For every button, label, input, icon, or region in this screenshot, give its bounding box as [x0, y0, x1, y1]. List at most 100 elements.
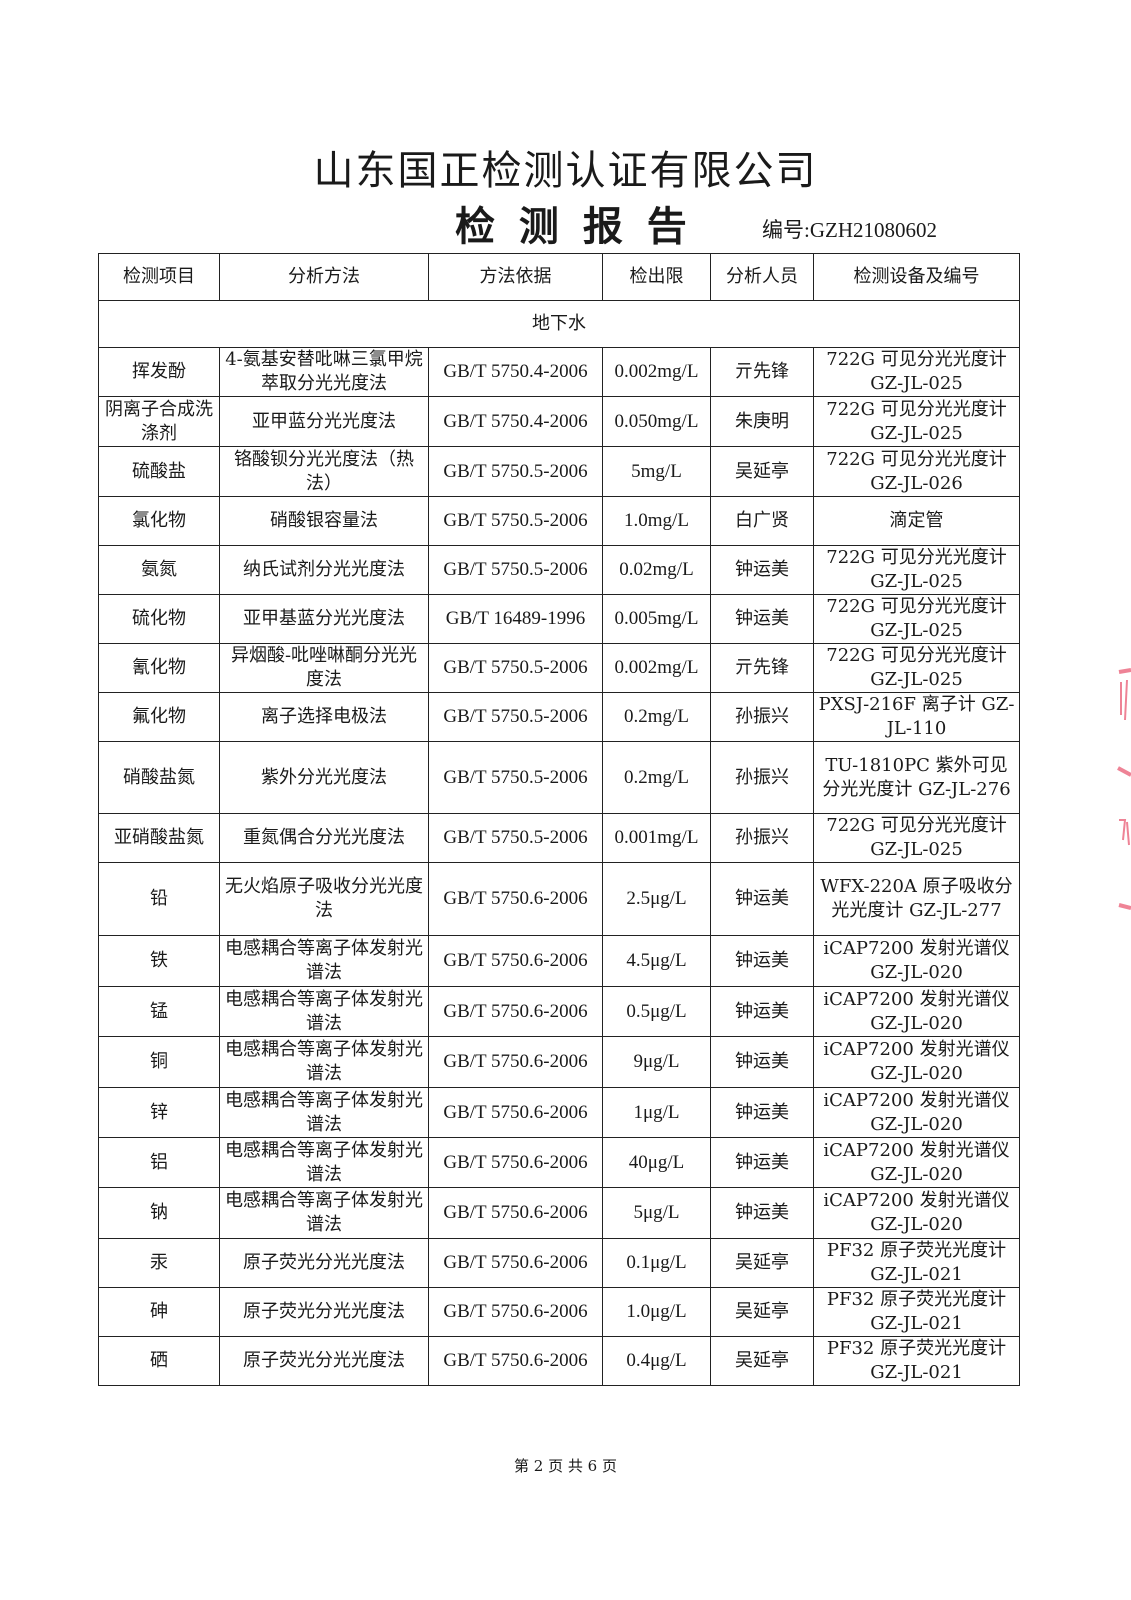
row-analyst: 钟运美: [710, 862, 814, 936]
row-item: 砷: [98, 1287, 220, 1337]
report-number-label: 编号:: [762, 218, 810, 242]
test-table: 检测项目 分析方法 方法依据 检出限 分析人员 检测设备及编号 地下水 挥发酚 4…: [98, 253, 1020, 1386]
row-limit: 0.4μg/L: [602, 1336, 711, 1386]
table-row: 硫化物 亚甲基蓝分光光度法 GB/T 16489-1996 0.005mg/L 钟运美 7…: [98, 594, 1020, 644]
page-number: 第 2 页 共 6 页: [514, 1457, 617, 1475]
row-method: 离子选择电极法: [219, 692, 429, 742]
row-method: 电感耦合等离子体发射光谱法: [219, 1187, 429, 1239]
row-analyst: 钟运美: [710, 1087, 814, 1138]
row-item: 铜: [98, 1036, 220, 1088]
row-limit: 4.5μg/L: [602, 935, 711, 987]
row-equipment: 722G 可见分光光度计 GZ-JL-025: [813, 396, 1020, 447]
row-item: 阴离子合成洗涤剂: [98, 396, 220, 447]
row-limit: 2.5μg/L: [602, 862, 711, 936]
row-equipment: TU-1810PC 紫外可见分光光度计 GZ-JL-276: [813, 741, 1020, 814]
row-analyst: 钟运美: [710, 545, 814, 595]
row-limit: 9μg/L: [602, 1036, 711, 1088]
row-item: 铅: [98, 862, 220, 936]
row-standard: GB/T 5750.5-2006: [428, 643, 603, 693]
row-equipment: PF32 原子荧光光度计 GZ-JL-021: [813, 1287, 1020, 1337]
table-row: 氯化物 硝酸银容量法 GB/T 5750.5-2006 1.0mg/L 白广贤 滴定管: [98, 496, 1020, 546]
row-equipment: 722G 可见分光光度计 GZ-JL-025: [813, 813, 1020, 863]
row-analyst: 钟运美: [710, 594, 814, 644]
row-equipment: 722G 可见分光光度计 GZ-JL-025: [813, 643, 1020, 693]
row-equipment: iCAP7200 发射光谱仪 GZ-JL-020: [813, 935, 1020, 987]
row-limit: 0.5μg/L: [602, 986, 711, 1037]
row-standard: GB/T 5750.6-2006: [428, 1238, 603, 1288]
row-analyst: 钟运美: [710, 1036, 814, 1088]
table-row: 钠电感耦合等离子体发射光谱法 GB/T 5750.6-2006 5μg/L 钟运美 iC…: [98, 1187, 1020, 1239]
table-row: 挥发酚 4-氨基安替吡啉三氯甲烷萃取分光光度法 GB/T 5750.4-2006 0.…: [98, 347, 1020, 397]
col-header-method: 分析方法: [219, 253, 429, 301]
row-analyst: 钟运美: [710, 935, 814, 987]
table-row: 锰电感耦合等离子体发射光谱法 GB/T 5750.6-2006 0.5μg/L 钟运美…: [98, 986, 1020, 1037]
row-limit: 0.001mg/L: [602, 813, 711, 863]
row-equipment: PXSJ-216F 离子计 GZ-JL-110: [813, 692, 1020, 742]
row-standard: GB/T 5750.5-2006: [428, 545, 603, 595]
row-standard: GB/T 5750.6-2006: [428, 1036, 603, 1088]
col-header-item: 检测项目: [98, 253, 220, 301]
table-row: 氨氮 纳氏试剂分光光度法 GB/T 5750.5-2006 0.02mg/L 钟运美 72…: [98, 545, 1020, 595]
row-analyst: 孙振兴: [710, 741, 814, 814]
row-item: 硝酸盐氮: [98, 741, 220, 814]
table-row: 氟化物 离子选择电极法 GB/T 5750.5-2006 0.2mg/L 孙振兴 PXSJ…: [98, 692, 1020, 742]
row-standard: GB/T 5750.5-2006: [428, 741, 603, 814]
row-item: 硒: [98, 1336, 220, 1386]
row-standard: GB/T 5750.6-2006: [428, 1287, 603, 1337]
row-equipment: iCAP7200 发射光谱仪 GZ-JL-020: [813, 1187, 1020, 1239]
row-item: 亚硝酸盐氮: [98, 813, 220, 863]
row-item: 氨氮: [98, 545, 220, 595]
row-standard: GB/T 5750.6-2006: [428, 1187, 603, 1239]
row-method: 亚甲蓝分光光度法: [219, 396, 429, 447]
row-equipment: iCAP7200 发射光谱仪 GZ-JL-020: [813, 986, 1020, 1037]
row-method: 电感耦合等离子体发射光谱法: [219, 986, 429, 1037]
row-limit: 0.2mg/L: [602, 741, 711, 814]
row-limit: 0.005mg/L: [602, 594, 711, 644]
row-equipment: WFX-220A 原子吸收分光光度计 GZ-JL-277: [813, 862, 1020, 936]
row-standard: GB/T 5750.5-2006: [428, 446, 603, 497]
row-method: 电感耦合等离子体发射光谱法: [219, 935, 429, 987]
row-analyst: 孙振兴: [710, 692, 814, 742]
row-limit: 0.1μg/L: [602, 1238, 711, 1288]
report-number-value: GZH21080602: [809, 218, 938, 242]
row-equipment: 722G 可见分光光度计 GZ-JL-026: [813, 446, 1020, 497]
row-analyst: 白广贤: [710, 496, 814, 546]
row-item: 铝: [98, 1137, 220, 1188]
row-analyst: 钟运美: [710, 1137, 814, 1188]
table-row: 汞原子荧光分光光度法 GB/T 5750.6-2006 0.1μg/L 吴延亭 PF32…: [98, 1238, 1020, 1288]
row-standard: GB/T 5750.6-2006: [428, 862, 603, 936]
row-method: 铬酸钡分光光度法（热法）: [219, 446, 429, 497]
row-standard: GB/T 5750.6-2006: [428, 935, 603, 987]
table-row: 硒原子荧光分光光度法 GB/T 5750.6-2006 0.4μg/L 吴延亭 PF32…: [98, 1336, 1020, 1386]
row-method: 无火焰原子吸收分光光度法: [219, 862, 429, 936]
row-method: 紫外分光光度法: [219, 741, 429, 814]
row-equipment: iCAP7200 发射光谱仪 GZ-JL-020: [813, 1137, 1020, 1188]
row-standard: GB/T 5750.6-2006: [428, 1137, 603, 1188]
row-method: 4-氨基安替吡啉三氯甲烷萃取分光光度法: [219, 347, 429, 397]
row-method: 纳氏试剂分光光度法: [219, 545, 429, 595]
row-method: 电感耦合等离子体发射光谱法: [219, 1137, 429, 1188]
row-standard: GB/T 5750.5-2006: [428, 692, 603, 742]
row-method: 原子荧光分光光度法: [219, 1287, 429, 1337]
section-label: 地下水: [98, 300, 1020, 348]
report-title: 检 测 报 告: [455, 204, 687, 250]
row-analyst: 朱庚明: [710, 396, 814, 447]
row-method: 原子荧光分光光度法: [219, 1238, 429, 1288]
row-analyst: 亓先锋: [710, 347, 814, 397]
row-limit: 5μg/L: [602, 1187, 711, 1239]
table-row: 硫酸盐 铬酸钡分光光度法（热法） GB/T 5750.5-2006 5mg/L 吴延亭 7…: [98, 446, 1020, 497]
table-row: 亚硝酸盐氮 重氮偶合分光光度法 GB/T 5750.5-2006 0.001mg/L 孙…: [98, 813, 1020, 863]
table-row: 阴离子合成洗涤剂 亚甲蓝分光光度法 GB/T 5750.4-2006 0.050mg/…: [98, 396, 1020, 447]
row-item: 氟化物: [98, 692, 220, 742]
row-method: 硝酸银容量法: [219, 496, 429, 546]
row-item: 汞: [98, 1238, 220, 1288]
row-equipment: 722G 可见分光光度计 GZ-JL-025: [813, 347, 1020, 397]
row-limit: 40μg/L: [602, 1137, 711, 1188]
row-item: 挥发酚: [98, 347, 220, 397]
col-header-standard: 方法依据: [428, 253, 603, 301]
row-item: 硫酸盐: [98, 446, 220, 497]
table-header-row: 检测项目 分析方法 方法依据 检出限 分析人员 检测设备及编号: [98, 253, 1020, 301]
row-limit: 0.050mg/L: [602, 396, 711, 447]
row-analyst: 吴延亭: [710, 1238, 814, 1288]
row-analyst: 孙振兴: [710, 813, 814, 863]
